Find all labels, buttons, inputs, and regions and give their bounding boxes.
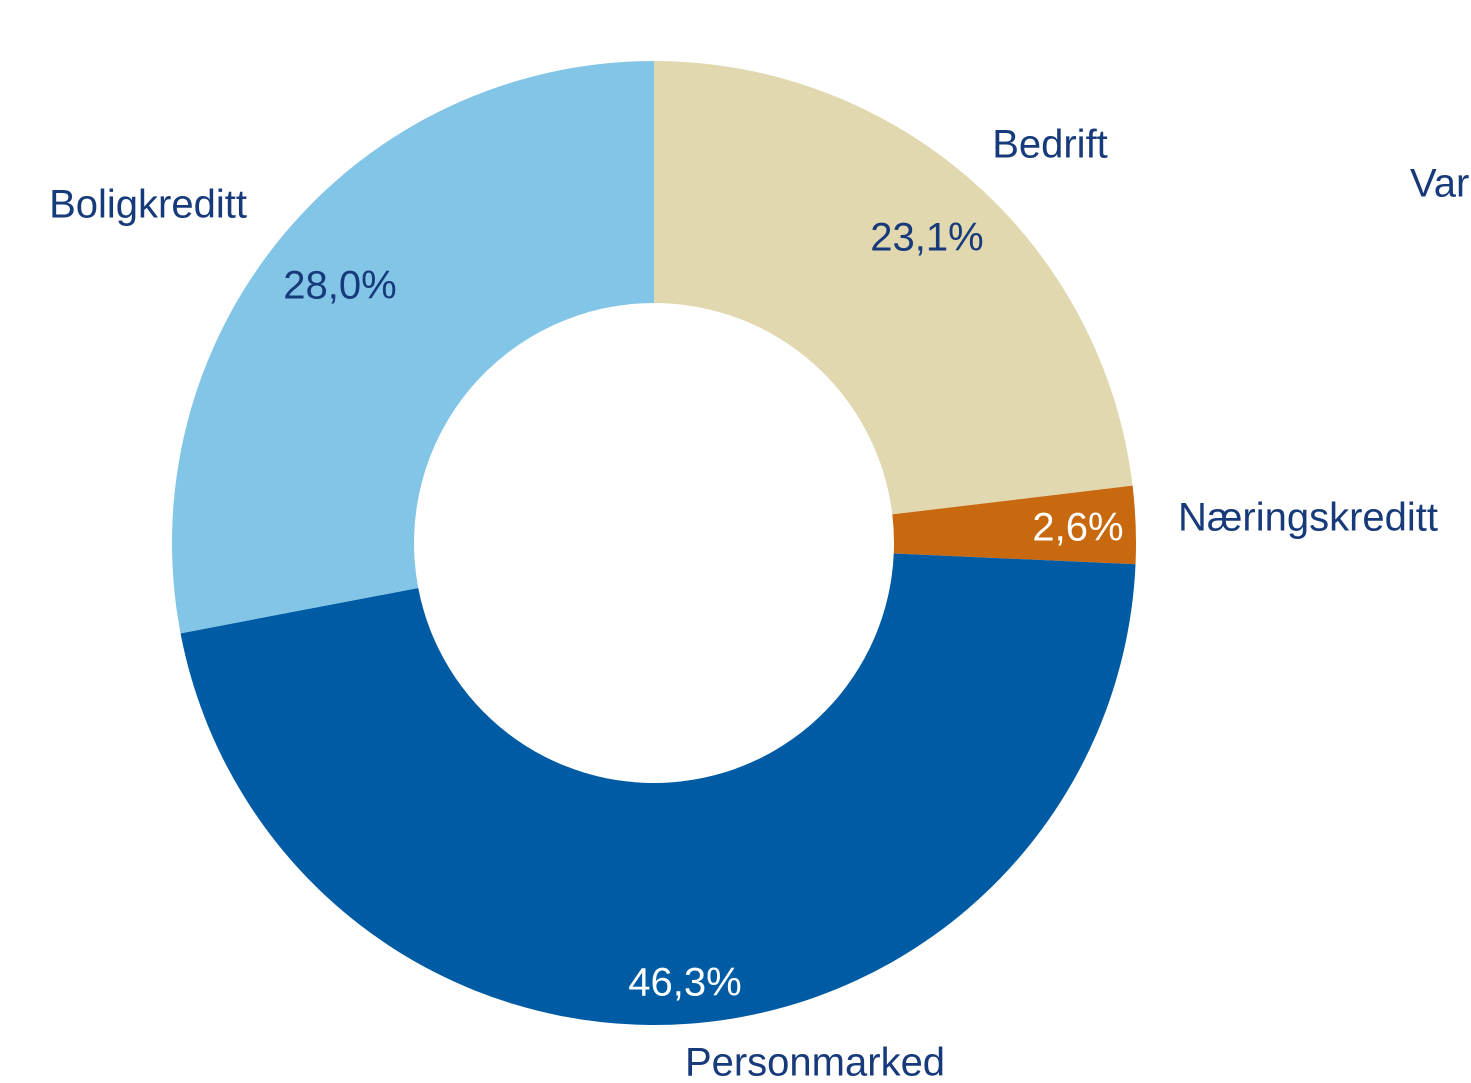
- annotation: Var: [1410, 162, 1469, 206]
- value-label: 46,3%: [628, 961, 741, 1005]
- category-label: Næringskreditt: [1178, 496, 1438, 540]
- value-label: 23,1%: [870, 216, 983, 260]
- value-label: 28,0%: [283, 264, 396, 308]
- value-label: 2,6%: [1032, 506, 1123, 550]
- category-label: Boligkreditt: [49, 183, 247, 227]
- category-label: Bedrift: [992, 123, 1108, 167]
- slice: [180, 553, 1136, 1025]
- category-label: Personmarked: [685, 1041, 945, 1083]
- slice: [654, 61, 1133, 515]
- slice: [892, 485, 1136, 565]
- slice: [172, 61, 654, 634]
